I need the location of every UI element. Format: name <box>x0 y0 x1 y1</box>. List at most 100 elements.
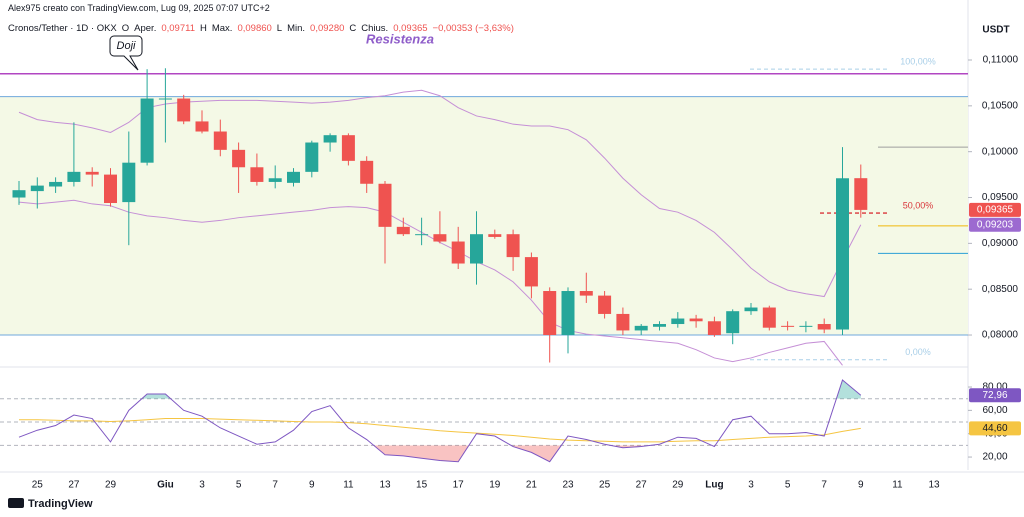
rsi-fill <box>373 445 716 462</box>
ohlc-label: Aper. <box>134 23 157 34</box>
candle-body <box>305 142 319 172</box>
rsi-line <box>18 379 862 463</box>
x-tick-label: 17 <box>453 480 465 491</box>
x-tick-label: 21 <box>526 480 538 491</box>
candle-body <box>360 160 374 184</box>
candle-body <box>854 178 868 210</box>
candle-body <box>396 226 410 235</box>
value-tag <box>969 388 1021 403</box>
candle-body <box>378 183 392 227</box>
ohlc-label: Min. <box>287 23 306 34</box>
legend: Cronos/Tether · 1D · OKX O Aper. 0,09711 H Ma… <box>8 23 519 34</box>
x-tick-label: 25 <box>599 480 611 491</box>
doji-bubble <box>109 35 143 71</box>
x-tick-label: 27 <box>68 480 80 491</box>
x-tick-label: Lug <box>705 480 723 491</box>
ohlc-value: 0,09860 <box>237 23 272 34</box>
candle-body <box>744 307 758 312</box>
y-tick-label: 80,00 <box>982 382 1007 393</box>
fib-label: 0,00% <box>905 347 931 357</box>
price-tag <box>969 202 1021 217</box>
x-tick-label: Giu <box>157 480 174 491</box>
candle-body <box>689 318 703 322</box>
x-tick-label: 23 <box>562 480 574 491</box>
ohlc-value: 0,09711 <box>161 23 195 34</box>
x-tick-label: 13 <box>928 480 940 491</box>
x-tick-label: 11 <box>892 480 903 491</box>
price-tag-label: 0,09365 <box>977 205 1014 216</box>
candle-body <box>67 171 81 182</box>
candle-body <box>177 98 191 122</box>
x-tick-label: 19 <box>489 480 501 491</box>
ohlc-key: C <box>349 23 357 34</box>
zone <box>0 96 968 336</box>
candle-body <box>195 121 209 132</box>
x-tick-label: 3 <box>199 480 205 491</box>
candle-body <box>506 234 520 258</box>
candle-body <box>49 181 63 187</box>
y-tick-label: 60,00 <box>982 405 1007 416</box>
candle-body <box>323 135 337 143</box>
candle-body <box>12 190 26 198</box>
value-tag-label: 72,96 <box>982 390 1007 401</box>
candle-body <box>213 131 227 150</box>
candle-body <box>726 311 740 334</box>
value-tag <box>969 421 1021 436</box>
y-tick-label: 0,09500 <box>982 192 1019 203</box>
candle-body <box>524 257 538 287</box>
x-tick-label: 9 <box>309 480 315 491</box>
x-tick-label: 7 <box>272 480 278 491</box>
change: −0,00353 (−3,63%) <box>432 23 514 34</box>
x-tick-label: 5 <box>785 480 791 491</box>
candle-body <box>287 171 300 183</box>
candle-body <box>781 325 795 327</box>
x-tick-label: 29 <box>105 480 117 491</box>
fib-label: 100,00% <box>900 57 936 67</box>
candle-body <box>268 178 282 182</box>
x-tick-label: 9 <box>858 480 864 491</box>
y-tick-label: 0,11000 <box>983 55 1019 66</box>
bollinger-band <box>18 89 862 298</box>
candle-body <box>415 234 429 236</box>
candle-body <box>140 98 154 163</box>
brand: TradingView <box>28 498 93 510</box>
candle-body <box>122 162 136 203</box>
y-tick-label: 0,10500 <box>982 100 1019 111</box>
candle-body <box>616 313 630 331</box>
ohlc-value: 0,09280 <box>310 23 345 34</box>
bollinger-band <box>18 199 843 366</box>
ohlc-key: O <box>121 23 130 34</box>
axis-unit: USDT <box>982 25 1009 36</box>
candle-body <box>817 324 831 330</box>
y-tick-label: 0,08000 <box>982 330 1019 341</box>
candle-body <box>799 325 813 327</box>
x-tick-label: 7 <box>821 480 827 491</box>
price-tag <box>969 217 1021 232</box>
candle-body <box>671 318 685 325</box>
doji-label: Doji <box>117 40 137 52</box>
x-tick-label: 5 <box>236 480 242 491</box>
ohlc-label: Chius. <box>361 23 389 34</box>
candle-body <box>250 167 264 182</box>
resistance-label: Resistenza <box>366 31 434 46</box>
candle-body <box>653 324 666 327</box>
x-tick-label: 13 <box>379 480 391 491</box>
candle-body <box>451 241 465 264</box>
price-tag-label: 0,09203 <box>977 219 1014 230</box>
ohlc-value: 0,09365 <box>393 23 428 34</box>
candle-body <box>488 234 502 237</box>
x-tick-label: 29 <box>672 480 684 491</box>
candle-body <box>30 185 44 192</box>
fib-label: 50,00% <box>903 200 934 210</box>
y-tick-label: 0,08500 <box>982 284 1019 295</box>
ohlc-label: Max. <box>211 23 233 34</box>
x-tick-label: 15 <box>416 480 428 491</box>
x-tick-label: 25 <box>32 480 44 491</box>
x-tick-label: 3 <box>748 480 754 491</box>
logo <box>8 498 24 508</box>
candle-body <box>104 174 117 204</box>
value-tag-label: 44,60 <box>982 423 1007 434</box>
candle-body <box>543 291 557 336</box>
